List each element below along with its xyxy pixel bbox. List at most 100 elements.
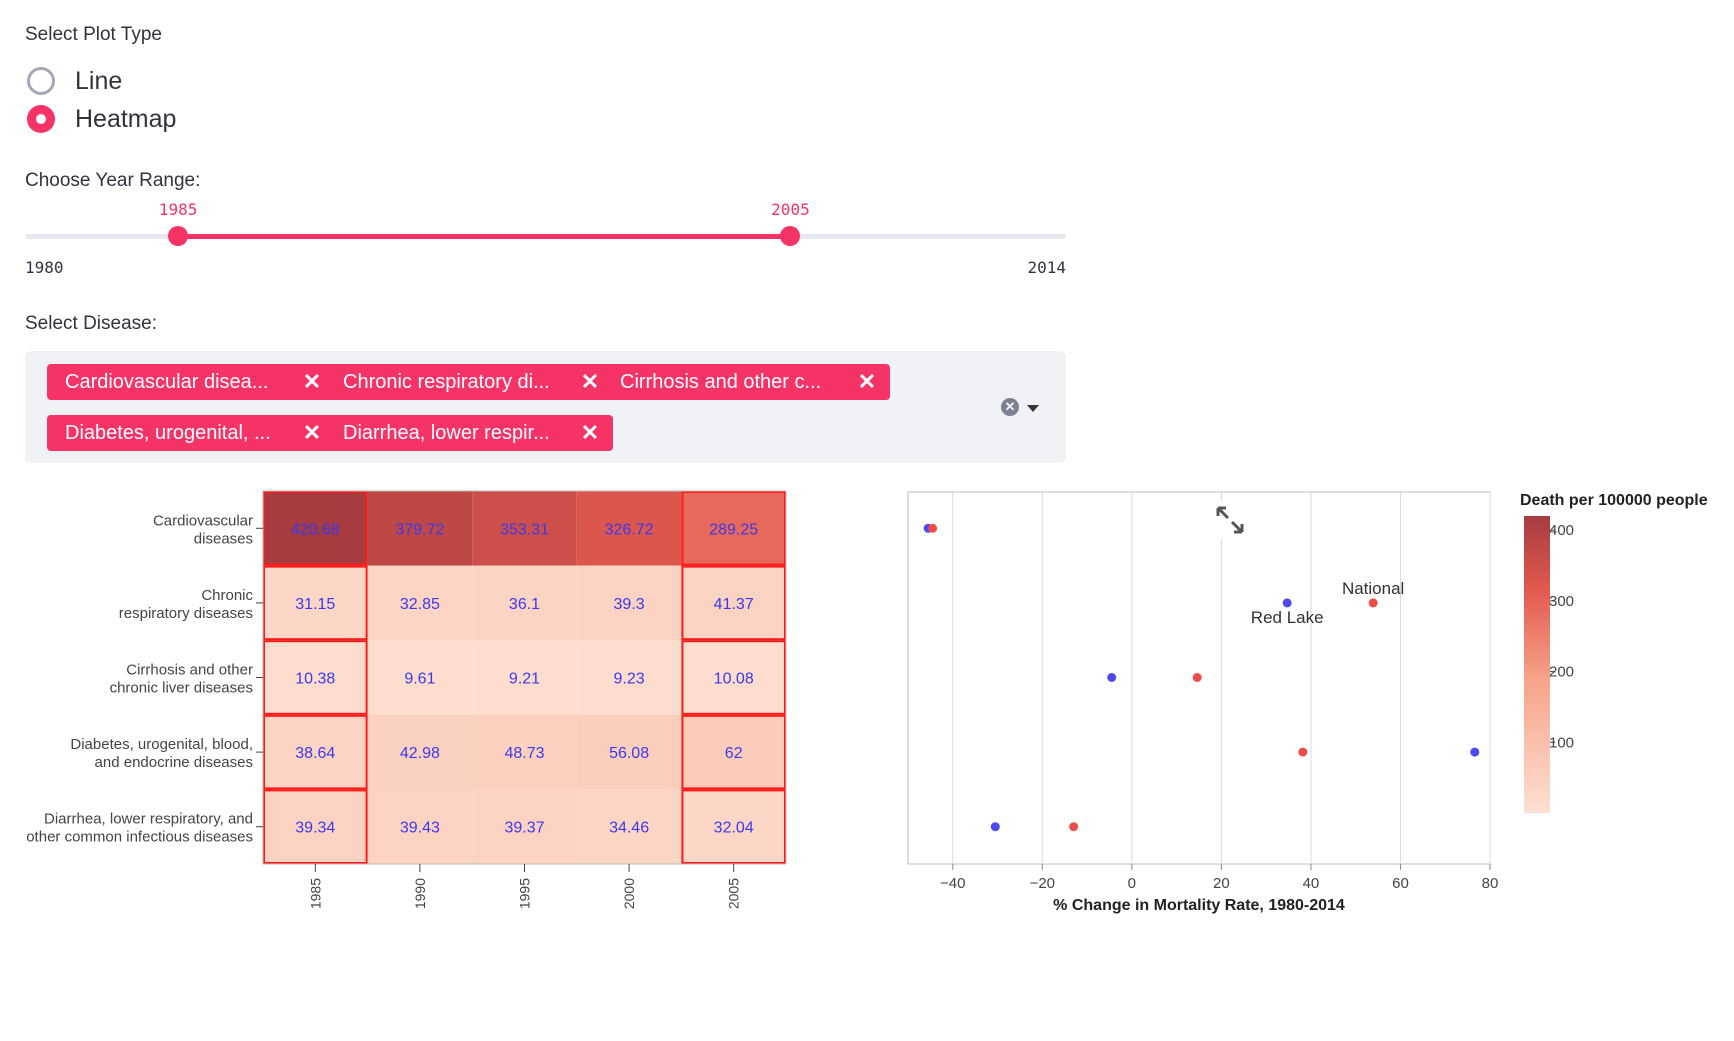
- colorbar-tick-label: 200: [1549, 664, 1574, 681]
- tag-label: Chronic respiratory di...: [343, 370, 550, 393]
- heatmap-cell: [367, 789, 473, 864]
- heatmap-y-label: chronic liver diseases: [110, 680, 253, 697]
- radio-option-line[interactable]: Line: [27, 63, 176, 99]
- heatmap-highlight-box: [263, 714, 368, 790]
- heatmap-cell: [367, 714, 473, 790]
- heatmap-cell-value: 420.68: [291, 521, 340, 538]
- close-icon[interactable]: ✕: [302, 420, 322, 445]
- close-icon[interactable]: ✕: [580, 420, 600, 445]
- heatmap-cell-value: 10.08: [714, 671, 754, 688]
- colorbar-title: Death per 100000 people: [1520, 492, 1708, 509]
- scatter-x-tick-label: 0: [1128, 875, 1136, 892]
- heatmap-cell: [681, 714, 786, 790]
- colorbar-tick-label: 400: [1549, 522, 1574, 539]
- tag-label: Diarrhea, lower respir...: [343, 421, 550, 444]
- year-range-label: Choose Year Range:: [25, 170, 201, 191]
- heatmap-highlight-box: [681, 491, 787, 566]
- close-icon[interactable]: ✕: [580, 369, 600, 394]
- slider-high-handle[interactable]: [780, 226, 801, 246]
- plot-type-label: Select Plot Type: [25, 24, 162, 45]
- heatmap-highlight-box: [263, 565, 368, 641]
- mortality-charts: 420.68 379.72 353.31 326.72 289.25 31.15 32.85…: [26, 490, 1708, 914]
- radio-line-label: Line: [75, 66, 123, 95]
- plot-type-radio-group: Line Heatmap: [27, 63, 176, 137]
- heatmap-cell: [576, 491, 682, 566]
- heatmap-cell-value: 41.37: [714, 596, 754, 613]
- scatter-x-tick-label: 20: [1213, 875, 1230, 892]
- heatmap-cell: [263, 640, 368, 715]
- slider-min-label: 1980: [25, 258, 64, 277]
- clear-all-icon[interactable]: ✕: [1001, 398, 1019, 416]
- heatmap-x-label: 1995: [517, 878, 533, 909]
- heatmap-cell-value: 39.37: [504, 820, 544, 837]
- scatter-x-tick-label: 60: [1392, 875, 1409, 892]
- heatmap-highlight-box: [263, 789, 368, 864]
- heatmap-cell-value: 32.04: [714, 820, 754, 837]
- scatter-annotation: National: [1342, 579, 1404, 598]
- tag-cardiovascular: Cardiovascular disea... ✕: [47, 364, 335, 400]
- colorbar-tick-label: 300: [1549, 593, 1574, 610]
- scatter-point-national: [1069, 822, 1079, 832]
- colorbar: Death per 100000 people 100 200 300 400: [1520, 492, 1708, 813]
- scatter-chart: −40 −20 0 20 40 60 80 National Red Lake % Chang…: [907, 491, 1498, 914]
- slider-high-value: 2005: [771, 200, 810, 219]
- heatmap-highlight-box: [263, 640, 368, 715]
- tag-diabetes: Diabetes, urogenital, ... ✕: [47, 415, 335, 451]
- year-range-slider: 1985 2005 1980 2014: [25, 200, 1066, 280]
- heatmap-cell-value: 39.43: [400, 820, 440, 837]
- scatter-point-national: [1192, 673, 1202, 682]
- scatter-point-red-lake: [1107, 673, 1117, 682]
- heatmap-cell-value: 10.38: [295, 671, 335, 688]
- heatmap-cell: [681, 789, 786, 864]
- heatmap-cell: [576, 789, 682, 864]
- tag-diarrhea: Diarrhea, lower respir... ✕: [325, 415, 613, 451]
- heatmap-cell-value: 31.15: [295, 596, 335, 613]
- heatmap-y-label: diseases: [194, 530, 253, 547]
- heatmap-highlight-box: [681, 789, 787, 864]
- heatmap-x-label: 2005: [726, 878, 742, 909]
- heatmap-cell-value: 39.3: [614, 596, 645, 613]
- heatmap-cell-value: 36.1: [509, 596, 540, 613]
- heatmap-y-label: Chronic: [201, 587, 253, 604]
- heatmap-cell-value: 39.34: [295, 820, 335, 837]
- caret-down-icon[interactable]: [1027, 405, 1039, 412]
- close-icon[interactable]: ✕: [857, 369, 877, 394]
- heatmap-highlight-box: [681, 714, 787, 790]
- close-icon[interactable]: ✕: [302, 369, 322, 394]
- scatter-point-national: [928, 523, 938, 533]
- heatmap-cell-value: 48.73: [504, 745, 544, 762]
- tag-cirrhosis: Cirrhosis and other c... ✕: [602, 364, 890, 400]
- colorbar-gradient: [1524, 516, 1550, 813]
- heatmap-cell: [367, 491, 473, 566]
- tag-label: Cirrhosis and other c...: [620, 370, 822, 393]
- radio-heatmap-circle[interactable]: [27, 105, 55, 133]
- tag-label: Cardiovascular disea...: [65, 370, 269, 393]
- heatmap-y-label: Cirrhosis and other: [126, 662, 253, 679]
- scatter-x-tick-label: −20: [1030, 875, 1055, 892]
- heatmap-x-label: 2000: [621, 878, 637, 909]
- heatmap-cell-value: 34.46: [609, 820, 649, 837]
- radio-option-heatmap[interactable]: Heatmap: [27, 101, 176, 137]
- radio-line-circle[interactable]: [27, 67, 55, 95]
- heatmap-cell-value: 379.72: [395, 521, 444, 538]
- heatmap-y-label: Diabetes, urogenital, blood,: [70, 736, 253, 753]
- expand-icon[interactable]: [1212, 502, 1248, 538]
- scatter-x-tick-label: 40: [1303, 875, 1320, 892]
- heatmap-cell-value: 38.64: [295, 745, 335, 762]
- heatmap-highlight-box: [681, 565, 787, 641]
- scatter-point-red-lake: [1470, 747, 1480, 757]
- scatter-point-red-lake: [1282, 598, 1292, 608]
- disease-select-label: Select Disease:: [25, 313, 158, 334]
- scatter-annotation: Red Lake: [1251, 608, 1324, 627]
- slider-low-handle[interactable]: [168, 226, 189, 246]
- heatmap-cell: [263, 714, 368, 790]
- slider-low-value: 1985: [158, 200, 198, 219]
- heatmap-cell: [367, 640, 473, 715]
- disease-multiselect[interactable]: Cardiovascular disea... ✕ Chronic respir…: [25, 351, 1066, 463]
- heatmap-y-label: and endocrine diseases: [95, 754, 253, 771]
- scatter-x-tick-label: −40: [940, 875, 965, 892]
- heatmap-x-label: 1990: [412, 878, 428, 909]
- heatmap-cell: [681, 640, 786, 715]
- slider-max-label: 2014: [1027, 258, 1066, 277]
- heatmap-cell: [263, 491, 368, 566]
